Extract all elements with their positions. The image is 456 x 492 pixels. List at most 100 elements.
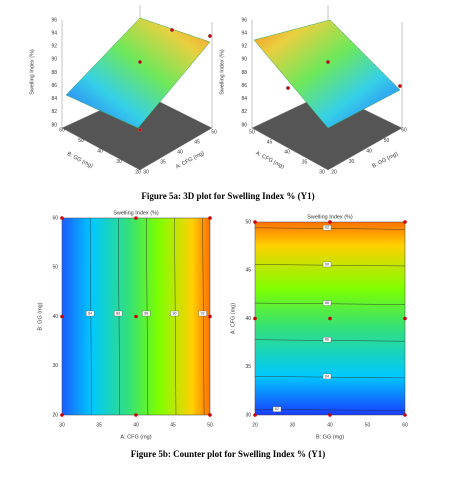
contour-label: 90: [173, 311, 177, 315]
z-tick-label: 88: [241, 70, 247, 76]
x-tick-label: 40: [133, 422, 139, 428]
design-point: [60, 216, 64, 220]
z-tick-label: 82: [241, 109, 247, 115]
caption: Figure 5a: 3D plot for Swelling Index % …: [141, 191, 314, 201]
tick-label: 20: [331, 169, 337, 175]
z-tick-label: 96: [51, 17, 57, 23]
x-axis-label: B: GG (mg): [316, 434, 344, 440]
plot-title: Swelling Index (%): [307, 214, 353, 220]
x-tick-label: 30: [290, 422, 296, 428]
contour-label-box: [170, 310, 179, 317]
contour-label-box: [114, 310, 123, 317]
tick-label: 45: [194, 139, 200, 145]
design-point: [134, 413, 138, 417]
design-point: [208, 413, 212, 417]
tick-label: 60: [401, 127, 407, 133]
contour-label-box: [322, 225, 332, 231]
z-tick-label: 94: [241, 30, 247, 36]
y-tick-label: 40: [52, 314, 58, 320]
design-point: [328, 316, 332, 321]
contour-label-box: [322, 337, 332, 343]
z-tick-label: 86: [51, 83, 57, 89]
tick-label: 20: [135, 169, 141, 175]
contour-label: 86: [116, 311, 120, 315]
y-tick-label: 45: [245, 268, 251, 274]
x-tick-label: 30: [59, 422, 65, 428]
contour-line: [146, 217, 149, 416]
x-tick-label: 20: [252, 422, 258, 428]
contour-label: 92: [325, 226, 329, 230]
contour-label-box: [322, 373, 332, 380]
tick-label: 50: [384, 138, 390, 144]
surface-plot-a: [61, 5, 213, 171]
design-point: [403, 220, 407, 224]
design-point: [134, 314, 138, 319]
tick-label: 35: [160, 159, 166, 165]
x-tick-label: 35: [96, 422, 102, 428]
design-point: [60, 314, 64, 319]
axis-label: A: CFG (mg): [255, 150, 285, 170]
tick-label: 30: [116, 159, 122, 165]
contour-label: 90: [325, 262, 329, 266]
contour-label: 84: [88, 311, 92, 315]
y-tick-label: 30: [52, 363, 58, 369]
z-tick-label: 88: [51, 70, 57, 76]
z-tick-label: 82: [51, 109, 57, 115]
contour-line: [89, 217, 92, 416]
y-tick-label: 30: [245, 412, 251, 418]
contour-line: [118, 217, 120, 416]
tick-label: 30: [349, 159, 355, 165]
contour-label: 82: [275, 407, 279, 411]
x-tick-label: 40: [327, 422, 333, 428]
contour-label-box: [322, 261, 332, 268]
design-point: [253, 413, 257, 417]
design-point: [403, 413, 407, 417]
x-tick-label: 50: [207, 422, 213, 428]
design-point: [328, 220, 332, 224]
tick-label: 30: [319, 169, 325, 175]
y-tick-label: 50: [245, 219, 251, 225]
x-tick-label: 60: [402, 422, 408, 428]
y-tick-label: 50: [52, 265, 58, 271]
tick-label: 45: [267, 139, 273, 145]
design-point: [253, 220, 257, 224]
z-axis-label: Swelling Index (%): [29, 49, 35, 95]
z-tick-label: 94: [51, 30, 57, 36]
design-point: [253, 316, 257, 321]
design-point: [60, 413, 64, 417]
contour-label-box: [322, 300, 332, 306]
y-axis-label: A: CFG (mg): [230, 303, 236, 334]
z-tick-label: 90: [51, 57, 57, 63]
y-tick-label: 20: [52, 412, 58, 418]
contour-label: 84: [325, 374, 329, 378]
z-axis-label: Swelling Index (%): [219, 49, 225, 95]
z-tick-label: 80: [241, 122, 247, 128]
tick-label: 50: [249, 129, 255, 135]
z-tick-label: 86: [241, 83, 247, 89]
axis-label: B: GG (mg): [371, 151, 399, 170]
design-point: [403, 316, 407, 321]
plot-title: Swelling Index (%): [113, 210, 159, 216]
tick-label: 30: [143, 169, 149, 175]
y-axis-label: B: GG (mg): [37, 302, 43, 330]
tick-label: 50: [211, 129, 217, 135]
z-tick-label: 80: [51, 122, 57, 128]
design-point: [328, 413, 332, 417]
z-tick-label: 90: [241, 57, 247, 63]
tick-label: 60: [59, 127, 65, 133]
x-axis-label: A: CFG (mg): [120, 434, 151, 440]
design-point: [208, 314, 212, 319]
contour-label-box: [142, 310, 151, 317]
z-tick-label: 84: [51, 96, 57, 102]
y-tick-label: 35: [245, 364, 251, 370]
contour-label: 86: [325, 338, 329, 342]
z-tick-label: 92: [51, 44, 57, 50]
tick-label: 40: [97, 148, 103, 154]
contour-label: 88: [325, 301, 329, 305]
contour-line: [202, 217, 205, 416]
design-point: [208, 216, 212, 220]
tick-label: 40: [284, 149, 290, 155]
contour-line: [174, 217, 177, 416]
contour-label: 88: [144, 311, 148, 315]
